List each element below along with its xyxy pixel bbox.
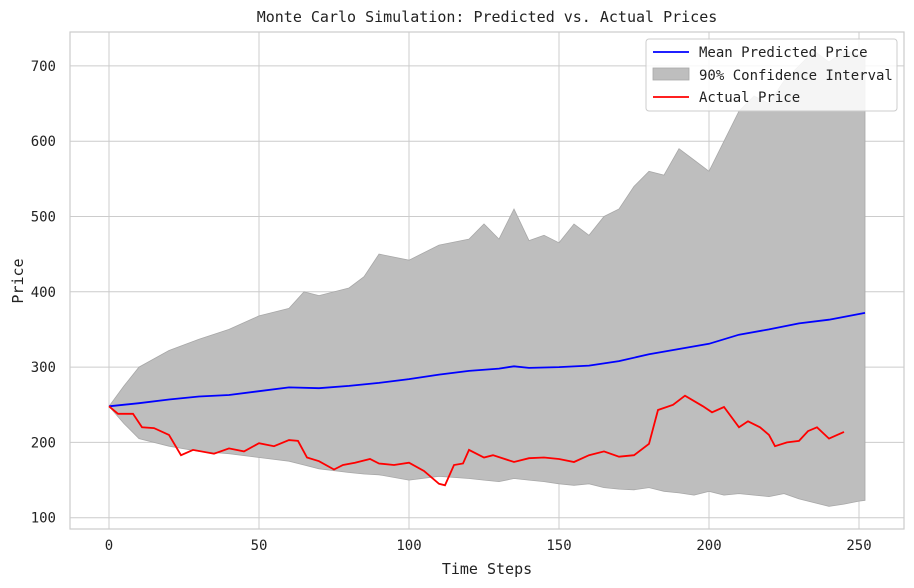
legend-label-mean: Mean Predicted Price xyxy=(699,45,868,61)
x-tick-label: 100 xyxy=(396,538,421,554)
y-axis-label: Price xyxy=(9,258,27,303)
y-tick-label: 600 xyxy=(31,134,56,150)
actual-price-line xyxy=(108,394,845,487)
y-tick-label: 100 xyxy=(31,511,56,527)
y-tick-label: 300 xyxy=(31,360,56,376)
x-tick-label: 50 xyxy=(251,538,268,554)
chart-title: Monte Carlo Simulation: Predicted vs. Ac… xyxy=(257,8,718,26)
y-tick-label: 700 xyxy=(31,59,56,75)
legend-swatch-ci xyxy=(652,67,690,81)
x-axis-ticks: 0 50 100 150 200 250 xyxy=(105,538,872,554)
y-axis-ticks: 100 200 300 400 500 600 700 xyxy=(31,59,56,527)
x-tick-label: 150 xyxy=(546,538,571,554)
mean-predicted-price-line xyxy=(108,312,866,408)
x-tick-label: 200 xyxy=(696,538,721,554)
y-tick-label: 200 xyxy=(31,435,56,451)
y-tick-label: 500 xyxy=(31,209,56,225)
plot-frame xyxy=(69,31,905,530)
y-tick-label: 400 xyxy=(31,285,56,301)
confidence-interval-band xyxy=(108,50,866,507)
legend: Mean Predicted Price 90% Confidence Inte… xyxy=(645,38,898,112)
legend-label-actual: Actual Price xyxy=(699,90,800,106)
x-axis-label: Time Steps xyxy=(442,560,532,578)
x-tick-label: 250 xyxy=(846,538,871,554)
legend-label-ci: 90% Confidence Interval xyxy=(699,68,893,84)
x-tick-label: 0 xyxy=(105,538,113,554)
legend-box xyxy=(645,38,898,112)
